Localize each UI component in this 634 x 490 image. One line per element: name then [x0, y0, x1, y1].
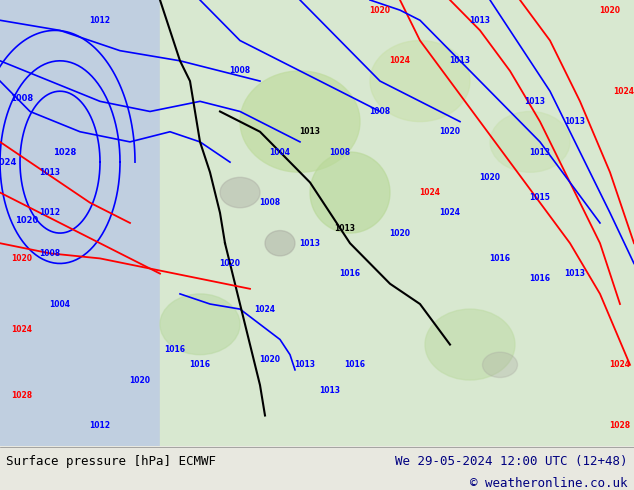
Ellipse shape — [370, 41, 470, 122]
Ellipse shape — [310, 152, 390, 233]
Ellipse shape — [265, 231, 295, 256]
Text: 1008: 1008 — [39, 249, 61, 258]
Text: 1013: 1013 — [529, 147, 550, 156]
Text: 1012: 1012 — [89, 16, 110, 25]
Text: 1020: 1020 — [219, 259, 240, 268]
Text: 1024: 1024 — [11, 325, 32, 334]
Text: © weatheronline.co.uk: © weatheronline.co.uk — [470, 477, 628, 490]
Text: 1024: 1024 — [0, 158, 16, 167]
Ellipse shape — [160, 294, 240, 355]
Text: 1016: 1016 — [190, 360, 210, 369]
Text: 1020: 1020 — [259, 355, 280, 364]
Text: We 29-05-2024 12:00 UTC (12+48): We 29-05-2024 12:00 UTC (12+48) — [395, 455, 628, 468]
Text: 1013: 1013 — [564, 269, 586, 278]
Text: 1028: 1028 — [609, 421, 631, 430]
Text: 1013: 1013 — [299, 127, 321, 136]
Text: 1008: 1008 — [10, 95, 33, 103]
Text: 1024: 1024 — [389, 56, 410, 65]
Ellipse shape — [220, 177, 260, 208]
Text: 1020: 1020 — [370, 5, 391, 15]
Text: 1020: 1020 — [11, 254, 32, 263]
Text: 1013: 1013 — [470, 16, 491, 25]
Text: 1008: 1008 — [259, 198, 281, 207]
Ellipse shape — [490, 112, 570, 172]
Ellipse shape — [240, 71, 360, 172]
Text: 1013: 1013 — [299, 239, 321, 248]
Text: 1020: 1020 — [15, 216, 38, 225]
Text: 1024: 1024 — [254, 305, 276, 314]
Text: 1008: 1008 — [370, 107, 391, 116]
Text: 1024: 1024 — [614, 87, 634, 96]
Text: 1015: 1015 — [529, 193, 550, 202]
Text: 1013: 1013 — [335, 223, 356, 233]
Text: 1020: 1020 — [600, 5, 621, 15]
Text: 1013: 1013 — [295, 360, 316, 369]
Text: 1013: 1013 — [564, 117, 586, 126]
Text: 1012: 1012 — [39, 208, 60, 218]
Text: 1008: 1008 — [330, 147, 351, 156]
Text: 1016: 1016 — [489, 254, 510, 263]
Text: 1028: 1028 — [11, 391, 32, 400]
Text: 1020: 1020 — [479, 173, 500, 182]
Text: 1013: 1013 — [450, 56, 470, 65]
Text: 1024: 1024 — [420, 188, 441, 197]
Text: 1013: 1013 — [39, 168, 60, 177]
Text: 1012: 1012 — [89, 421, 110, 430]
Text: 1028: 1028 — [53, 147, 77, 156]
Text: 1008: 1008 — [230, 67, 250, 75]
Text: 1013: 1013 — [524, 97, 545, 106]
Text: 1013: 1013 — [320, 386, 340, 394]
Text: Surface pressure [hPa] ECMWF: Surface pressure [hPa] ECMWF — [6, 455, 216, 468]
Text: 1016: 1016 — [339, 269, 361, 278]
Text: 1020: 1020 — [439, 127, 460, 136]
Text: 1016: 1016 — [344, 360, 365, 369]
Text: 1020: 1020 — [389, 228, 410, 238]
Text: 1020: 1020 — [129, 375, 150, 385]
Text: 1004: 1004 — [49, 299, 70, 309]
Ellipse shape — [425, 309, 515, 380]
Text: 1016: 1016 — [164, 345, 186, 354]
Text: 1024: 1024 — [609, 360, 630, 369]
Text: 1024: 1024 — [439, 208, 460, 218]
Ellipse shape — [482, 352, 517, 377]
Text: 1016: 1016 — [529, 274, 550, 283]
Text: 1004: 1004 — [269, 147, 290, 156]
Bar — [160, 0, 634, 446]
